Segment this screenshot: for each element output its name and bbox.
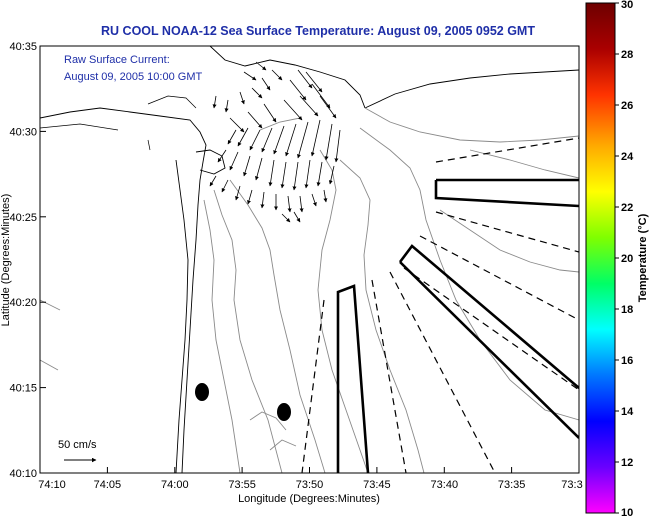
x-tick-label: 74:00 (161, 479, 189, 491)
y-tick-label: 40:10 (9, 468, 37, 480)
x-tick-label: 73:40 (431, 479, 459, 491)
x-tick-label: 73:55 (228, 479, 256, 491)
y-tick-label: 40:15 (9, 383, 37, 395)
y-tick-label: 40:20 (9, 297, 37, 309)
current-annotation-line2: August 09, 2005 10:00 GMT (64, 71, 202, 83)
colorbar-gradient (585, 2, 616, 514)
colorbar-tick-label: 28 (621, 49, 633, 61)
y-tick-label: 40:35 (9, 41, 37, 53)
y-axis-label: Latitude (Degrees:Minutes) (0, 194, 12, 327)
x-axis-label: Longitude (Degrees:Minutes) (238, 493, 380, 505)
long-island-shore (364, 69, 579, 109)
colorbar-tick-label: 20 (621, 253, 633, 265)
colorbar: 30 28 26 24 22 20 18 16 14 12 10 Tempera… (585, 0, 649, 518)
colorbar-label: Temperature (°C) (637, 213, 649, 302)
sandy-hook (195, 149, 226, 175)
colorbar-tick-label: 14 (621, 406, 634, 418)
map-title: RU COOL NOAA-12 Sea Surface Temperature:… (101, 24, 535, 38)
colorbar-tick-label: 12 (621, 457, 633, 469)
x-tick-label: 73:3 (561, 479, 582, 491)
colorbar-tick-label: 16 (621, 355, 633, 367)
x-tick-label: 73:35 (498, 479, 526, 491)
y-axis: 40:35 40:30 40:25 40:20 40:15 40:10 Lati… (0, 41, 46, 480)
current-annotation-line1: Raw Surface Current: (64, 54, 170, 66)
colorbar-tick-label: 30 (621, 0, 633, 11)
surface-current-vectors (209, 61, 341, 223)
station-marker (277, 403, 291, 421)
y-tick-label: 40:25 (9, 212, 37, 224)
y-tick-label: 40:30 (9, 126, 37, 138)
coastline-barrier-island (175, 159, 189, 473)
station-marker (195, 383, 209, 401)
coastline-detail (40, 95, 197, 151)
x-tick-label: 74:05 (94, 479, 122, 491)
x-tick-label: 74:10 (38, 479, 66, 491)
scale-label: 50 cm/s (58, 439, 97, 451)
colorbar-tick-label: 24 (621, 151, 634, 163)
x-axis: 74:10 74:05 74:00 73:55 73:50 73:45 73:4… (38, 467, 583, 505)
plot-frame (39, 45, 580, 474)
line-sectors (336, 178, 579, 473)
staten-island-shore (209, 46, 366, 109)
colorbar-tick-label: 10 (621, 507, 633, 518)
bathymetry-contours (40, 107, 579, 473)
x-tick-label: 73:50 (296, 479, 324, 491)
colorbar-tick-label: 26 (621, 100, 633, 112)
map-plot-area: Raw Surface Current: August 09, 2005 10:… (40, 46, 579, 473)
colorbar-tick-label: 22 (621, 202, 633, 214)
x-tick-label: 73:45 (363, 479, 391, 491)
radial-dashed-lines (301, 137, 579, 473)
colorbar-tick-label: 18 (621, 304, 633, 316)
coastline (40, 107, 207, 473)
